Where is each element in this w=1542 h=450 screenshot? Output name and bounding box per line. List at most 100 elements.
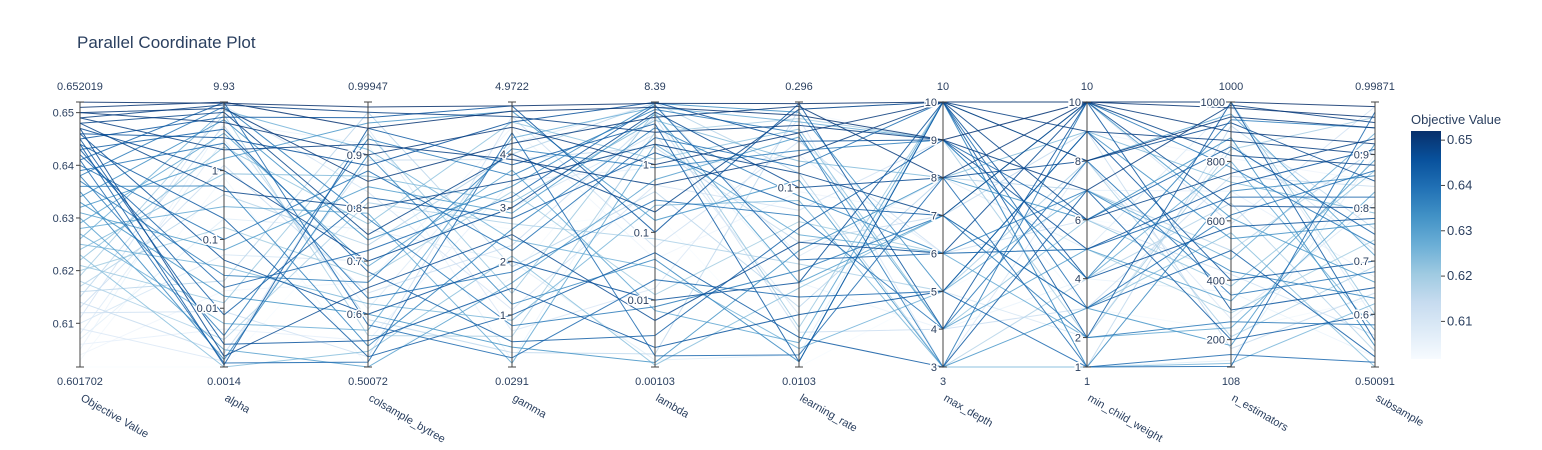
range-max-learning-rate: 0.296 xyxy=(785,81,813,93)
trial-line-35 xyxy=(79,127,1376,347)
range-min-objective-value: 0.601702 xyxy=(57,376,103,388)
range-min-learning-rate: 0.0103 xyxy=(782,376,816,388)
axis-title-subsample: subsample xyxy=(1374,392,1426,429)
range-min-lambda: 0.00103 xyxy=(635,376,675,388)
axis-title-alpha: alpha xyxy=(223,392,253,416)
trial-line-47 xyxy=(79,101,1376,366)
colorbar-tick-label: 0.65 xyxy=(1447,132,1472,147)
trial-line-40 xyxy=(79,101,1376,309)
colorbar-ticks: 0.61 0.62 0.63 0.64 0.65 xyxy=(1441,132,1472,328)
range-max-alpha: 9.93 xyxy=(213,81,234,93)
trial-line-58 xyxy=(79,101,1376,166)
trial-line-52 xyxy=(79,111,1376,262)
range-min-colsample-bytree: 0.50072 xyxy=(348,376,388,388)
tick-label-max-depth: 10 xyxy=(925,97,937,109)
colorbar-title: Objective Value xyxy=(1411,112,1501,127)
trial-line-32 xyxy=(79,137,1376,364)
trial-line-55 xyxy=(79,101,1376,236)
tick-label-min-child-weight: 2 xyxy=(1075,333,1081,345)
axis-title-min-child-weight: min_child_weight xyxy=(1086,392,1165,445)
trial-line-25 xyxy=(79,109,1376,350)
trial-line-12 xyxy=(79,116,1376,333)
trial-line-31 xyxy=(79,110,1376,368)
colorbar-gradient xyxy=(1411,131,1441,359)
tick-label-lambda: 1 xyxy=(643,160,649,172)
range-min-alpha: 0.0014 xyxy=(207,376,241,388)
axis-title-objective-value: Objective Value xyxy=(79,392,151,441)
trial-line-18 xyxy=(79,113,1376,339)
tick-label-max-depth: 8 xyxy=(931,173,937,185)
tick-label-min-child-weight: 4 xyxy=(1075,274,1081,286)
range-min-max-depth: 3 xyxy=(940,376,946,388)
range-max-gamma: 4.9722 xyxy=(495,81,529,93)
tick-label-lambda: 0.01 xyxy=(628,295,649,307)
axis-title-n-estimators: n_estimators xyxy=(1230,392,1291,434)
colorbar: Objective Value 0.61 0.62 0.63 0.64 0.65 xyxy=(1411,112,1501,359)
tick-label-n-estimators: 400 xyxy=(1207,275,1225,287)
tick-label-gamma: 2 xyxy=(500,256,506,268)
tick-label-max-depth: 3 xyxy=(931,362,937,374)
tick-label-gamma: 1 xyxy=(500,310,506,322)
trial-line-42 xyxy=(79,111,1376,368)
trial-line-56 xyxy=(79,101,1376,186)
trial-line-46 xyxy=(79,143,1376,368)
chart-title: Parallel Coordinate Plot xyxy=(77,33,256,52)
tick-label-alpha: 0.1 xyxy=(203,234,218,246)
tick-label-objective-value: 0.62 xyxy=(53,266,74,278)
trial-line-60 xyxy=(79,101,1376,141)
tick-label-max-depth: 5 xyxy=(931,286,937,298)
tick-label-lambda: 0.1 xyxy=(634,227,649,239)
tick-label-n-estimators: 800 xyxy=(1207,156,1225,168)
tick-label-subsample: 0.8 xyxy=(1354,203,1369,215)
trial-line-54 xyxy=(79,101,1376,217)
tick-label-colsample-bytree: 0.9 xyxy=(347,150,362,162)
tick-label-subsample: 0.9 xyxy=(1354,150,1369,162)
trial-line-39 xyxy=(79,142,1376,330)
trial-line-57 xyxy=(79,104,1376,191)
colorbar-tick-label: 0.64 xyxy=(1447,177,1472,192)
trial-line-24 xyxy=(79,199,1376,368)
trial-line-27 xyxy=(79,143,1376,364)
trial-line-51 xyxy=(79,101,1376,315)
trial-line-41 xyxy=(79,101,1376,368)
tick-label-max-depth: 9 xyxy=(931,135,937,147)
axis-title-learning-rate: learning_rate xyxy=(798,392,860,435)
colorbar-tick-label: 0.62 xyxy=(1447,268,1472,283)
tick-label-objective-value: 0.61 xyxy=(53,318,74,330)
tick-label-max-depth: 7 xyxy=(931,211,937,223)
trial-line-50 xyxy=(79,101,1376,250)
trial-line-43 xyxy=(79,104,1375,289)
axis-title-colsample-bytree: colsample_bytree xyxy=(367,392,448,446)
colorbar-tick-label: 0.61 xyxy=(1447,313,1472,328)
tick-label-n-estimators: 1000 xyxy=(1201,97,1225,109)
trial-line-33 xyxy=(79,102,1376,293)
range-min-subsample: 0.50091 xyxy=(1355,376,1395,388)
trial-lines xyxy=(79,100,1376,369)
axis-title-lambda: lambda xyxy=(654,392,692,421)
range-min-min-child-weight: 1 xyxy=(1084,376,1090,388)
tick-label-objective-value: 0.65 xyxy=(53,108,74,120)
axis-title-max-depth: max_depth xyxy=(942,392,995,430)
tick-label-gamma: 3 xyxy=(500,203,506,215)
trial-line-23 xyxy=(79,119,1376,251)
trial-line-14 xyxy=(79,101,1376,369)
trial-line-61 xyxy=(79,101,1376,108)
range-max-colsample-bytree: 0.99947 xyxy=(348,81,388,93)
tick-label-min-child-weight: 8 xyxy=(1075,156,1081,168)
axis-gamma[interactable]: 1 2 3 4 4.9722 0.0291 gamma xyxy=(495,81,549,421)
trial-line-44 xyxy=(79,149,1376,358)
range-min-n-estimators: 108 xyxy=(1222,376,1240,388)
axis-title-gamma: gamma xyxy=(511,392,550,421)
range-max-lambda: 8.39 xyxy=(644,81,665,93)
range-max-objective-value: 0.652019 xyxy=(57,81,103,93)
range-max-n-estimators: 1000 xyxy=(1219,81,1243,93)
tick-label-alpha: 1 xyxy=(212,166,218,178)
axes: 0.61 0.62 0.6 3 0.64 0.65 0.652019 0.601702 Obje… xyxy=(51,81,1426,446)
tick-label-n-estimators: 600 xyxy=(1207,216,1225,228)
trial-line-16 xyxy=(79,102,1376,368)
tick-label-objective-value: 0.64 xyxy=(53,160,74,172)
tick-label-min-child-weight: 1 xyxy=(1075,362,1081,374)
tick-label-subsample: 0.6 xyxy=(1354,309,1369,321)
range-max-min-child-weight: 10 xyxy=(1081,81,1093,93)
tick-label-colsample-bytree: 0.8 xyxy=(347,203,362,215)
